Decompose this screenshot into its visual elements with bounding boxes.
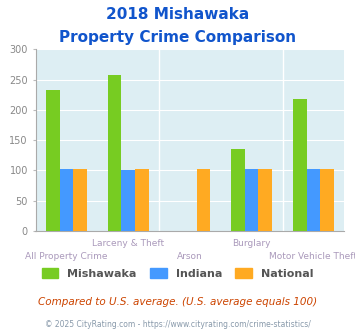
Bar [245,169,258,231]
Text: 2018 Mishawaka: 2018 Mishawaka [106,7,249,21]
Bar [307,169,320,231]
Bar [320,169,334,231]
Bar [258,169,272,231]
Bar [293,99,307,231]
Text: Motor Vehicle Theft: Motor Vehicle Theft [269,252,355,261]
Text: Arson: Arson [177,252,203,261]
Bar [121,171,135,231]
Text: Compared to U.S. average. (U.S. average equals 100): Compared to U.S. average. (U.S. average … [38,297,317,307]
Text: All Property Crime: All Property Crime [25,252,108,261]
Text: © 2025 CityRating.com - https://www.cityrating.com/crime-statistics/: © 2025 CityRating.com - https://www.city… [45,320,310,329]
Bar [231,149,245,231]
Bar [60,169,73,231]
Text: Property Crime Comparison: Property Crime Comparison [59,30,296,45]
Bar [197,169,210,231]
Text: Larceny & Theft: Larceny & Theft [92,239,164,248]
Bar [46,90,60,231]
Bar [135,169,148,231]
Text: Burglary: Burglary [233,239,271,248]
Bar [73,169,87,231]
Bar [108,75,121,231]
Legend: Mishawaka, Indiana, National: Mishawaka, Indiana, National [38,265,317,282]
